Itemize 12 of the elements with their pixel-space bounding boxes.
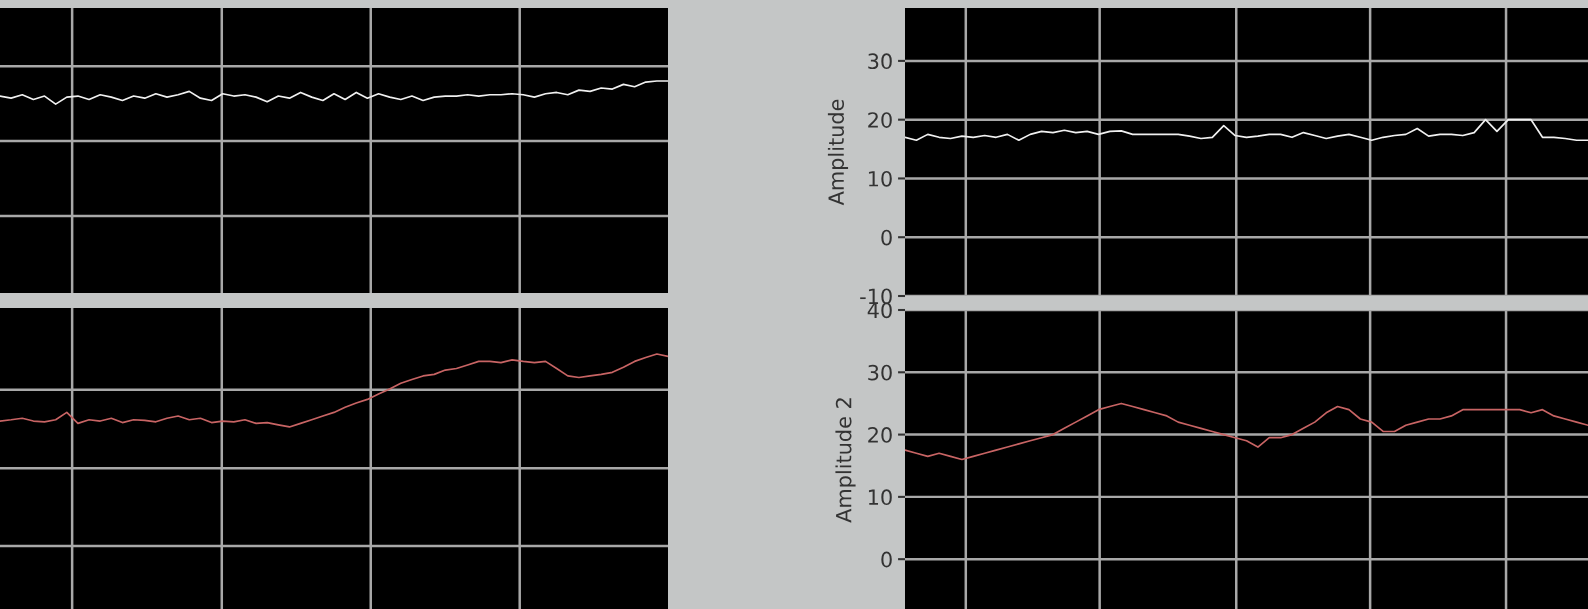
y-tick-label: 0 — [881, 229, 892, 246]
y-tick-label: 30 — [868, 53, 892, 70]
y-tick-label: 0 — [881, 551, 892, 568]
y-axis-title: Amplitude — [827, 99, 849, 206]
y-tick-label: 30 — [868, 364, 892, 381]
y-tick-label: 20 — [868, 112, 892, 128]
line-series — [905, 118, 1588, 142]
y-axis-title: Amplitude 2 — [835, 398, 856, 523]
y-tick-label: 10 — [868, 489, 892, 506]
y-tick-label: 10 — [868, 170, 892, 187]
y-tick-label: 20 — [868, 427, 892, 443]
line-series — [905, 402, 1588, 461]
